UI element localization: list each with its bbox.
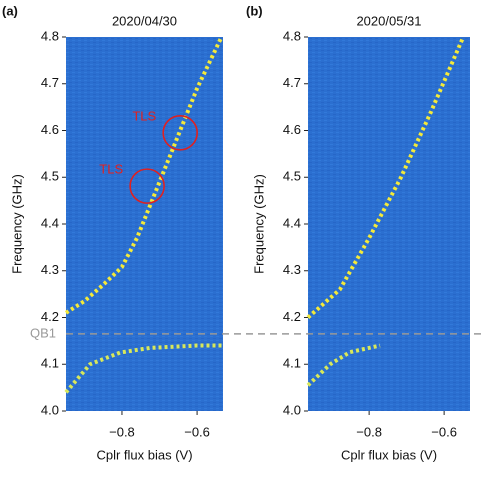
plot-texture — [308, 37, 470, 411]
y-tick-label: 4.6 — [283, 122, 301, 137]
spectral-line — [306, 343, 381, 387]
x-tick-label: −0.6 — [184, 424, 210, 439]
y-tick-label: 4.4 — [283, 215, 301, 230]
y-tick-label: 4.5 — [283, 169, 301, 184]
tls-label: TLS — [99, 162, 123, 177]
y-tick-label: 4.4 — [41, 215, 59, 230]
y-tick-label: 4.1 — [41, 356, 59, 371]
tls-circle — [162, 115, 198, 151]
y-tick-label: 4.7 — [41, 75, 59, 90]
y-tick-label: 4.3 — [41, 262, 59, 277]
chart-title: 2020/05/31 — [356, 13, 421, 28]
x-tick-label: −0.8 — [356, 424, 382, 439]
y-tick-label: 4.2 — [283, 309, 301, 324]
y-tick-label: 4.2 — [41, 309, 59, 324]
x-axis-label: Cplr flux bias (V) — [96, 447, 192, 462]
panel-label: (a) — [2, 3, 18, 18]
y-tick-label: 4.7 — [283, 75, 301, 90]
tls-circle — [129, 168, 165, 204]
x-tick-label: −0.6 — [431, 424, 457, 439]
y-axis-label: Frequency (GHz) — [251, 174, 266, 274]
spectral-line — [64, 36, 224, 315]
y-tick-label: 4.1 — [283, 356, 301, 371]
y-tick-label: 4.3 — [283, 262, 301, 277]
x-tick-label: −0.8 — [109, 424, 135, 439]
panel-label: (b) — [246, 3, 263, 18]
y-tick-label: 4.0 — [283, 402, 301, 417]
y-tick-label: 4.6 — [41, 122, 59, 137]
chart-title: 2020/04/30 — [112, 13, 177, 28]
tls-label: TLS — [132, 108, 156, 123]
x-axis-label: Cplr flux bias (V) — [341, 447, 437, 462]
y-axis-label: Frequency (GHz) — [9, 174, 24, 274]
y-tick-label: 4.5 — [41, 169, 59, 184]
spectral-line — [64, 343, 223, 394]
reference-label: QB1 — [30, 325, 56, 340]
y-tick-label: 4.8 — [283, 28, 301, 43]
y-tick-label: 4.8 — [41, 28, 59, 43]
y-tick-label: 4.0 — [41, 402, 59, 417]
